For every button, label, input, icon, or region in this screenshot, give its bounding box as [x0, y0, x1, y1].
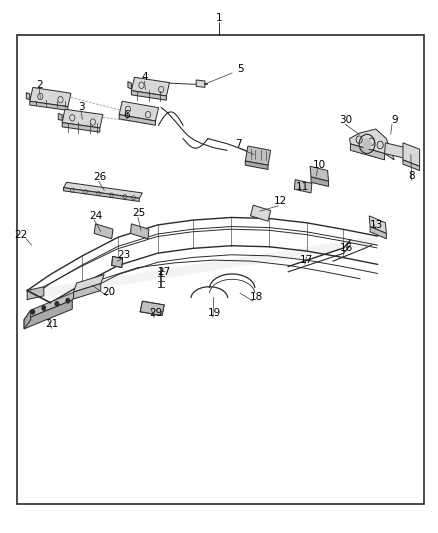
Polygon shape	[350, 129, 394, 160]
Polygon shape	[131, 77, 170, 96]
Polygon shape	[196, 80, 205, 87]
Polygon shape	[350, 144, 385, 160]
Circle shape	[66, 298, 70, 303]
Text: 26: 26	[93, 172, 106, 182]
Text: 6: 6	[124, 110, 131, 119]
Text: 19: 19	[208, 309, 221, 318]
Polygon shape	[24, 290, 78, 320]
Polygon shape	[94, 224, 113, 239]
Text: 12: 12	[274, 197, 287, 206]
Text: 18: 18	[250, 292, 263, 302]
Circle shape	[42, 305, 46, 311]
Polygon shape	[24, 300, 72, 329]
Circle shape	[31, 309, 35, 314]
Polygon shape	[245, 146, 271, 165]
Polygon shape	[112, 256, 123, 268]
Polygon shape	[30, 101, 68, 110]
Text: 10: 10	[313, 160, 326, 170]
Polygon shape	[58, 114, 62, 120]
Polygon shape	[74, 274, 104, 292]
Text: 13: 13	[370, 220, 383, 230]
Bar	[17, 35, 424, 504]
Circle shape	[363, 139, 371, 149]
Polygon shape	[62, 123, 100, 132]
Text: 9: 9	[391, 115, 398, 125]
Polygon shape	[27, 287, 44, 300]
Text: 25: 25	[133, 208, 146, 218]
Polygon shape	[403, 143, 420, 166]
Text: 29: 29	[149, 309, 162, 318]
Polygon shape	[74, 284, 101, 299]
Polygon shape	[128, 82, 131, 89]
Circle shape	[55, 301, 59, 306]
Text: 30: 30	[339, 115, 353, 125]
Polygon shape	[245, 161, 268, 169]
Text: 5: 5	[237, 64, 244, 74]
Polygon shape	[62, 109, 103, 128]
Polygon shape	[251, 205, 271, 221]
Polygon shape	[403, 160, 420, 171]
Text: 3: 3	[78, 102, 85, 111]
Text: 24: 24	[89, 211, 102, 221]
Polygon shape	[119, 101, 159, 121]
Text: 17: 17	[300, 255, 313, 265]
Text: 20: 20	[102, 287, 115, 296]
Text: 7: 7	[235, 139, 242, 149]
Polygon shape	[27, 236, 378, 300]
Polygon shape	[24, 310, 31, 329]
Text: 21: 21	[45, 319, 58, 329]
Polygon shape	[310, 166, 328, 181]
Polygon shape	[64, 188, 139, 201]
Polygon shape	[119, 115, 155, 125]
Polygon shape	[26, 93, 30, 100]
Text: 22: 22	[14, 230, 28, 239]
Text: 11: 11	[296, 182, 309, 191]
Text: 2: 2	[36, 80, 43, 90]
Text: 8: 8	[408, 171, 415, 181]
Polygon shape	[385, 143, 413, 160]
Text: 16: 16	[339, 243, 353, 253]
Polygon shape	[30, 87, 71, 107]
Text: 1: 1	[215, 13, 223, 23]
Polygon shape	[131, 91, 166, 100]
Polygon shape	[131, 224, 149, 239]
Text: 4: 4	[141, 72, 148, 82]
Text: 23: 23	[117, 250, 131, 260]
Polygon shape	[369, 216, 386, 233]
Polygon shape	[294, 180, 312, 193]
Polygon shape	[311, 177, 328, 187]
Polygon shape	[140, 301, 164, 316]
Polygon shape	[370, 227, 386, 239]
Text: 27: 27	[158, 267, 171, 277]
Polygon shape	[64, 182, 142, 198]
